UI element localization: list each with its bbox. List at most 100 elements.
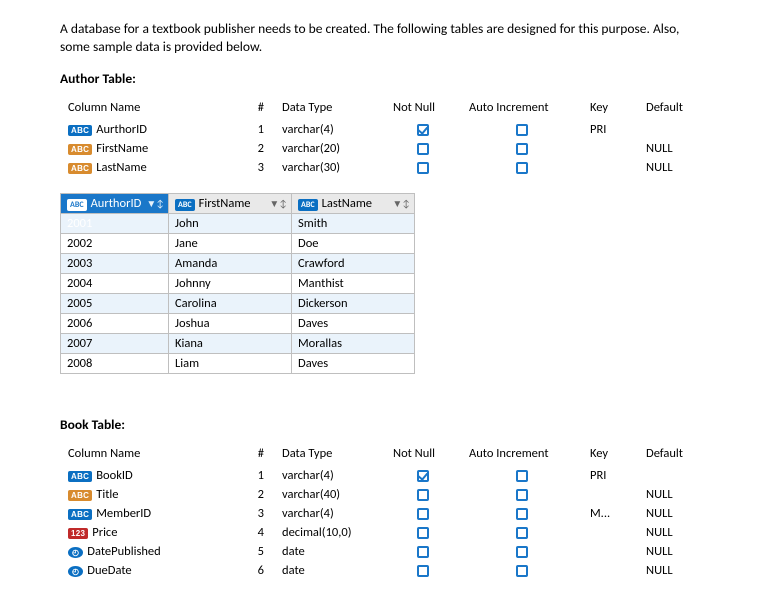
- column-header-label: AurthorID: [91, 196, 142, 211]
- not-null-cell: [385, 120, 461, 139]
- schema-row: ◴DatePublished5dateNULL: [60, 542, 709, 561]
- checkbox-unchecked-icon: [516, 470, 528, 482]
- schema-header-cell: Key: [582, 97, 638, 120]
- grid-cell[interactable]: 2004: [61, 274, 169, 294]
- author-data-grid[interactable]: ABCAurthorID▼↕ABCFirstName▼↕ABCLastName▼…: [60, 193, 415, 374]
- table-row[interactable]: 2005CarolinaDickerson: [61, 294, 415, 314]
- auto-increment-cell: [461, 466, 582, 485]
- table-row[interactable]: 2002JaneDoe: [61, 234, 415, 254]
- grid-cell[interactable]: 2001: [61, 214, 169, 234]
- column-datatype: varchar(4): [274, 120, 385, 139]
- column-ordinal: 6: [226, 561, 274, 580]
- not-null-cell: [385, 523, 461, 542]
- auto-increment-cell: [461, 158, 582, 177]
- intro-text: A database for a textbook publisher need…: [60, 20, 700, 56]
- grid-cell[interactable]: 2008: [61, 354, 169, 374]
- not-null-cell: [385, 466, 461, 485]
- key-cell: M...: [582, 504, 638, 523]
- auto-increment-cell: [461, 542, 582, 561]
- column-datatype: decimal(10,0): [274, 523, 385, 542]
- checkbox-unchecked-icon: [516, 546, 528, 558]
- checkbox-unchecked-icon: [516, 565, 528, 577]
- schema-header-cell: Not Null: [385, 97, 461, 120]
- sort-icon[interactable]: ▼↕: [146, 197, 164, 210]
- auto-increment-cell: [461, 139, 582, 158]
- grid-cell[interactable]: Johnny: [169, 274, 292, 294]
- schema-row: ABCTitle2varchar(40)NULL: [60, 485, 709, 504]
- schema-row: ◴DueDate6dateNULL: [60, 561, 709, 580]
- grid-header-cell[interactable]: ABCFirstName▼↕: [169, 194, 292, 214]
- grid-header-cell[interactable]: ABCLastName▼↕: [292, 194, 415, 214]
- column-header-type-icon: ABC: [175, 199, 195, 211]
- table-row[interactable]: 2004JohnnyManthist: [61, 274, 415, 294]
- schema-row: ABC AurthorID 1varchar(4) PRI: [60, 120, 709, 139]
- grid-header-cell[interactable]: ABC AurthorID ▼↕: [61, 194, 169, 214]
- grid-cell[interactable]: Doe: [292, 234, 415, 254]
- key-cell: PRI: [582, 466, 638, 485]
- column-ordinal: 4: [226, 523, 274, 542]
- auto-increment-cell: [461, 561, 582, 580]
- schema-header-cell: Column Name: [60, 443, 226, 466]
- grid-cell[interactable]: Liam: [169, 354, 292, 374]
- column-datatype: varchar(20): [274, 139, 385, 158]
- grid-cell[interactable]: Carolina: [169, 294, 292, 314]
- column-name: DueDate: [87, 563, 131, 578]
- table-row[interactable]: 2006JoshuaDaves: [61, 314, 415, 334]
- grid-cell[interactable]: 2005: [61, 294, 169, 314]
- column-datatype: varchar(40): [274, 485, 385, 504]
- grid-cell[interactable]: Dickerson: [292, 294, 415, 314]
- schema-row: ABCMemberID3varchar(4)M...NULL: [60, 504, 709, 523]
- grid-cell[interactable]: Daves: [292, 354, 415, 374]
- grid-cell[interactable]: Smith: [292, 214, 415, 234]
- column-header-type-icon: ABC: [67, 199, 87, 211]
- checkbox-unchecked-icon: [417, 143, 429, 155]
- table-row[interactable]: 2007KianaMorallas: [61, 334, 415, 354]
- grid-cell[interactable]: Jane: [169, 234, 292, 254]
- key-cell: [582, 542, 638, 561]
- not-null-cell: [385, 485, 461, 504]
- grid-cell[interactable]: Amanda: [169, 254, 292, 274]
- grid-cell[interactable]: Morallas: [292, 334, 415, 354]
- grid-cell[interactable]: 2006: [61, 314, 169, 334]
- abc-type-icon: ABC: [68, 144, 92, 155]
- default-cell: NULL: [638, 523, 709, 542]
- sort-icon[interactable]: ▼↕: [269, 197, 287, 210]
- column-ordinal: 3: [226, 158, 274, 177]
- checkbox-unchecked-icon: [417, 489, 429, 501]
- schema-header-cell: Not Null: [385, 443, 461, 466]
- sort-icon[interactable]: ▼↕: [392, 197, 410, 210]
- schema-header-cell: #: [226, 443, 274, 466]
- grid-cell[interactable]: 2003: [61, 254, 169, 274]
- grid-cell[interactable]: 2007: [61, 334, 169, 354]
- key-cell: [582, 485, 638, 504]
- date-type-icon: ◴: [68, 566, 83, 577]
- column-datatype: varchar(4): [274, 466, 385, 485]
- column-name: AurthorID: [96, 122, 147, 137]
- checkbox-unchecked-icon: [516, 162, 528, 174]
- schema-header-cell: Auto Increment: [461, 97, 582, 120]
- abc-b-type-icon: ABC: [68, 509, 92, 520]
- column-datatype: varchar(4): [274, 504, 385, 523]
- grid-cell[interactable]: Daves: [292, 314, 415, 334]
- checkbox-unchecked-icon: [417, 546, 429, 558]
- table-row[interactable]: 2001JohnSmith: [61, 214, 415, 234]
- column-ordinal: 1: [226, 120, 274, 139]
- grid-cell[interactable]: Crawford: [292, 254, 415, 274]
- grid-cell[interactable]: Joshua: [169, 314, 292, 334]
- schema-header-cell: Key: [582, 443, 638, 466]
- grid-cell[interactable]: John: [169, 214, 292, 234]
- table-row[interactable]: 2003AmandaCrawford: [61, 254, 415, 274]
- abc-type-icon: ABC: [68, 490, 92, 501]
- auto-increment-cell: [461, 523, 582, 542]
- grid-cell[interactable]: 2002: [61, 234, 169, 254]
- grid-cell[interactable]: Kiana: [169, 334, 292, 354]
- abc-b-type-icon: ABC: [68, 125, 92, 136]
- book-section-title: Book Table:: [60, 416, 709, 433]
- default-cell: [638, 120, 709, 139]
- table-row[interactable]: 2008LiamDaves: [61, 354, 415, 374]
- key-cell: PRI: [582, 120, 638, 139]
- checkbox-unchecked-icon: [516, 508, 528, 520]
- grid-cell[interactable]: Manthist: [292, 274, 415, 294]
- schema-row: ABCFirstName2varchar(20)NULL: [60, 139, 709, 158]
- checkbox-unchecked-icon: [417, 162, 429, 174]
